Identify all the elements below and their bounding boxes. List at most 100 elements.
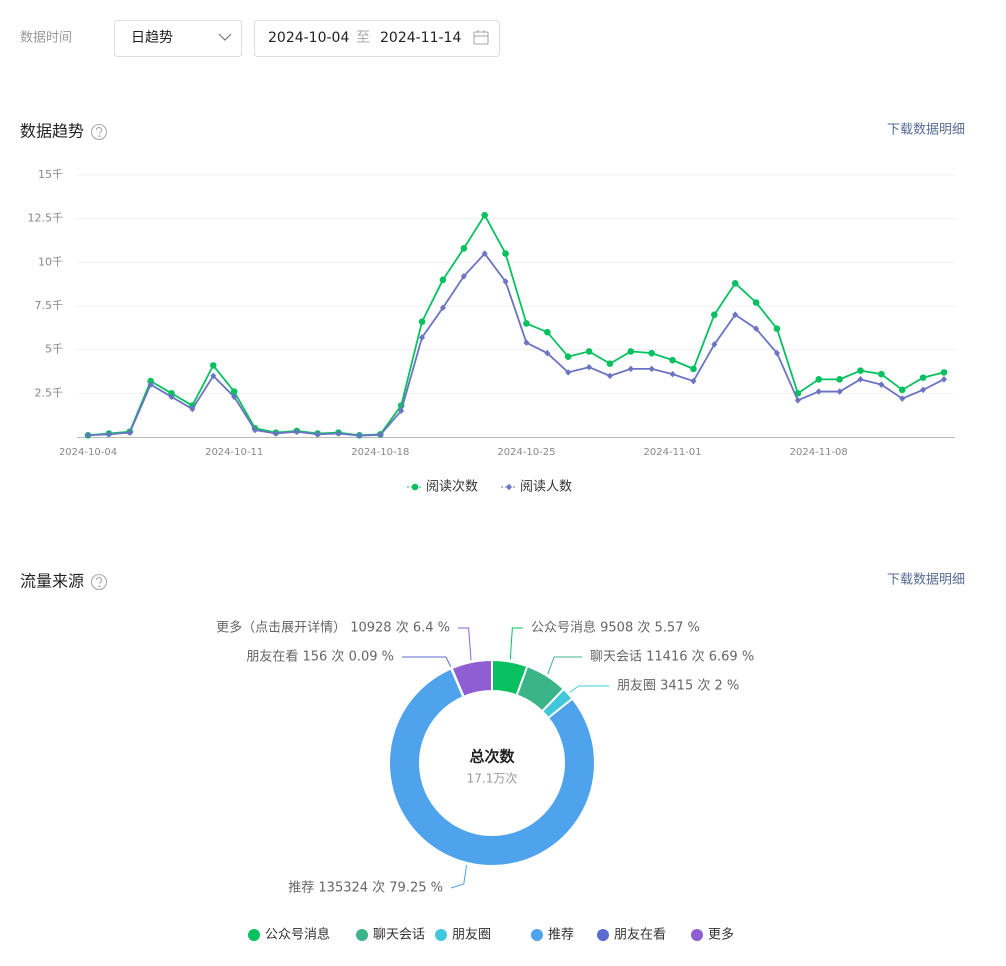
slice xyxy=(388,667,596,867)
point xyxy=(544,328,551,336)
point xyxy=(481,250,488,257)
legend-marker xyxy=(435,929,447,941)
legend-label: 推荐 xyxy=(548,928,574,943)
legend-label: 阅读次数 xyxy=(426,479,478,495)
point xyxy=(690,377,697,385)
slice-label: 推荐 135324 次 79.25 % xyxy=(288,880,443,896)
point xyxy=(836,388,843,395)
point xyxy=(919,374,927,381)
point xyxy=(836,376,843,383)
legend-label: 更多 xyxy=(708,927,734,943)
y-tick-label: 2.5千 xyxy=(35,386,64,399)
center-title: 总次数 xyxy=(469,748,515,766)
legend-marker xyxy=(597,929,609,941)
point xyxy=(502,250,509,257)
y-tick-label: 15千 xyxy=(38,168,63,181)
legend-label: 公众号消息 xyxy=(265,927,330,943)
y-tick-label: 7.5千 xyxy=(35,299,64,312)
download-link[interactable]: 下载数据明细 xyxy=(887,123,965,138)
legend-marker xyxy=(248,929,260,941)
point xyxy=(502,278,509,285)
point xyxy=(773,325,781,333)
point xyxy=(878,381,885,388)
point xyxy=(252,426,259,434)
slice xyxy=(450,658,493,699)
point xyxy=(460,273,467,280)
point xyxy=(439,276,447,284)
point xyxy=(585,348,593,355)
slice-label: 更多（点击展开详情） 10928 次 6.4 % xyxy=(216,620,450,636)
granularity-value: 日趋势 xyxy=(131,30,173,46)
point xyxy=(857,376,864,383)
point xyxy=(481,211,488,219)
x-tick-label: 2024-11-08 xyxy=(790,447,848,458)
y-tick-label: 12.5千 xyxy=(28,212,64,225)
calendar-icon xyxy=(473,30,489,45)
point xyxy=(732,311,739,319)
point xyxy=(272,430,279,437)
point xyxy=(857,367,864,374)
leader-line xyxy=(509,627,523,660)
legend-marker xyxy=(411,483,419,491)
point xyxy=(230,388,238,395)
point xyxy=(899,395,906,402)
point xyxy=(940,369,948,376)
point xyxy=(105,431,112,438)
point xyxy=(794,397,801,404)
x-tick-label: 2024-10-04 xyxy=(59,447,117,458)
point xyxy=(189,405,196,413)
help-icon[interactable] xyxy=(90,573,108,591)
x-tick-label: 2024-10-18 xyxy=(351,447,409,458)
point xyxy=(460,245,468,252)
point xyxy=(544,349,551,357)
point xyxy=(398,407,405,415)
slice-label: 朋友圈 3415 次 2 % xyxy=(617,678,739,694)
point xyxy=(815,388,822,395)
point xyxy=(168,393,175,401)
point xyxy=(210,372,217,380)
point xyxy=(815,376,823,383)
point xyxy=(147,377,154,385)
granularity-select[interactable] xyxy=(114,20,242,57)
leader-line xyxy=(569,685,609,693)
point xyxy=(314,431,321,438)
end-date: 2024-11-14 xyxy=(380,30,461,46)
point xyxy=(147,381,154,388)
point xyxy=(564,353,572,360)
leader-line xyxy=(450,864,468,889)
point xyxy=(439,304,446,312)
center-value: 17.1万次 xyxy=(467,772,518,786)
point xyxy=(690,365,697,373)
slice-label: 朋友在看 156 次 0.09 % xyxy=(246,649,394,665)
point xyxy=(752,299,760,306)
section-title: 流量来源 xyxy=(20,572,84,591)
point xyxy=(586,363,593,371)
point xyxy=(731,279,739,287)
date-range[interactable] xyxy=(254,20,500,57)
section-title: 数据趋势 xyxy=(20,122,84,141)
x-tick-label: 2024-10-11 xyxy=(205,447,263,458)
point xyxy=(711,341,718,348)
legend-marker xyxy=(506,483,512,491)
y-tick-label: 10千 xyxy=(38,255,63,268)
point xyxy=(920,386,927,394)
point xyxy=(898,386,906,394)
legend-label: 聊天会话 xyxy=(373,928,425,943)
legend-label: 朋友圈 xyxy=(452,927,491,943)
point xyxy=(606,360,614,367)
legend-marker xyxy=(531,929,543,941)
legend-marker xyxy=(691,929,703,941)
series-line xyxy=(87,213,945,437)
start-date: 2024-10-04 xyxy=(268,30,349,46)
point xyxy=(418,318,426,326)
download-link[interactable]: 下载数据明细 xyxy=(887,573,965,588)
x-tick-label: 2024-11-01 xyxy=(644,447,702,458)
point xyxy=(627,348,635,355)
leader-line xyxy=(402,656,452,667)
series-line xyxy=(87,252,945,437)
help-icon[interactable] xyxy=(90,123,108,141)
y-tick-label: 5千 xyxy=(45,343,63,356)
slice-label: 公众号消息 9508 次 5.57 % xyxy=(531,620,700,636)
point xyxy=(669,370,676,378)
